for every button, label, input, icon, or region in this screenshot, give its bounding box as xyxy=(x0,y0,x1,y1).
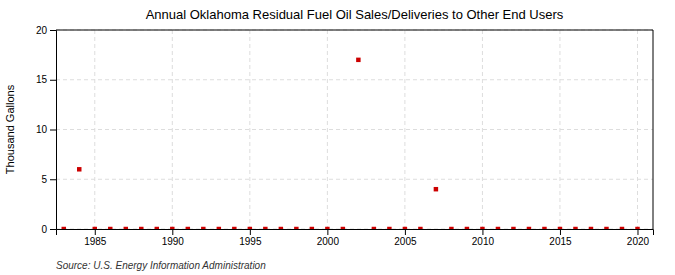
tick-mark xyxy=(560,229,561,235)
points xyxy=(62,58,640,229)
tick: 1985 xyxy=(84,229,107,247)
tick-mark xyxy=(172,229,173,235)
tick-mark xyxy=(50,229,56,230)
tick-label: 2020 xyxy=(627,236,650,247)
point xyxy=(542,227,546,229)
tick-label: 15 xyxy=(36,74,48,85)
grid-line-x xyxy=(249,30,250,229)
tick: 2015 xyxy=(549,229,572,247)
point xyxy=(356,58,360,62)
grid-line-y xyxy=(56,179,653,180)
point xyxy=(279,227,283,229)
tick-label: 5 xyxy=(41,174,47,185)
point xyxy=(480,227,484,229)
point xyxy=(527,227,531,229)
point xyxy=(387,227,391,229)
tick-mark xyxy=(50,130,56,131)
point xyxy=(620,227,624,229)
tick-label: 0 xyxy=(41,224,47,235)
tick-label: 2000 xyxy=(317,236,340,247)
tick-label: 1985 xyxy=(84,236,107,247)
point xyxy=(403,227,407,229)
axis-line xyxy=(57,230,654,236)
y-axis-title: Thousand Gallons xyxy=(4,84,16,174)
frame xyxy=(653,30,654,229)
tick: 2010 xyxy=(472,229,495,247)
tick: 0 xyxy=(41,224,56,235)
point xyxy=(248,227,252,229)
grid-line-y xyxy=(56,79,653,80)
point xyxy=(170,227,174,229)
axis-line xyxy=(50,31,57,230)
tick-label: 2015 xyxy=(549,236,572,247)
frame xyxy=(56,30,653,31)
tick-mark xyxy=(327,229,328,235)
point xyxy=(573,227,577,229)
point xyxy=(108,227,112,229)
point xyxy=(124,227,128,229)
tick-mark xyxy=(637,229,638,235)
tick-label: 2005 xyxy=(394,236,417,247)
grid-line-x xyxy=(482,30,483,229)
point xyxy=(325,227,329,229)
tick: 1990 xyxy=(162,229,185,247)
tick: 15 xyxy=(36,74,56,85)
chart: 1985 1990 1995 2000 2005 2010 2015 2020 0 5 10 15 20… xyxy=(0,0,675,275)
title: Annual Oklahoma Residual Fuel Oil Sales/… xyxy=(146,7,564,22)
point xyxy=(263,227,267,229)
tick-label: 10 xyxy=(36,124,48,135)
point xyxy=(604,227,608,229)
grid-line-y xyxy=(56,30,653,31)
tick: 20 xyxy=(36,25,56,36)
point xyxy=(418,227,422,229)
point xyxy=(496,227,500,229)
tick-label: 2010 xyxy=(472,236,495,247)
point xyxy=(635,227,639,229)
tick-mark xyxy=(482,229,483,235)
point xyxy=(558,227,562,229)
tick-mark xyxy=(50,179,56,180)
source: Source: U.S. Energy Information Administ… xyxy=(56,260,266,271)
tick-mark xyxy=(50,30,56,31)
tick: 2000 xyxy=(317,229,340,247)
tick: 10 xyxy=(36,124,56,135)
point xyxy=(217,227,221,229)
tick-mark xyxy=(50,80,56,81)
point xyxy=(449,227,453,229)
point xyxy=(201,227,205,229)
tick: 2020 xyxy=(627,229,650,247)
point xyxy=(62,227,66,229)
point xyxy=(155,227,159,229)
tick-mark xyxy=(405,229,406,235)
tick: 1995 xyxy=(239,229,262,247)
grid xyxy=(56,30,653,229)
grid-line-x xyxy=(404,30,405,229)
grid-line-x xyxy=(327,30,328,229)
point xyxy=(139,227,143,229)
point xyxy=(294,227,298,229)
tick-mark xyxy=(95,229,96,235)
tick-label: 1990 xyxy=(162,236,185,247)
point xyxy=(511,227,515,229)
point xyxy=(434,187,438,191)
point xyxy=(310,227,314,229)
y-axis: 0 5 10 15 20 xyxy=(36,25,57,235)
point xyxy=(341,227,345,229)
x-axis: 1985 1990 1995 2000 2005 2010 2015 2020 xyxy=(57,229,654,247)
tick: 2005 xyxy=(394,229,417,247)
point xyxy=(465,227,469,229)
plot: 1985 1990 1995 2000 2005 2010 2015 2020 0 5 10 15 20 xyxy=(36,25,654,247)
point xyxy=(232,227,236,229)
grid-line-y xyxy=(56,129,653,130)
tick: 5 xyxy=(41,174,56,185)
tick-label: 20 xyxy=(36,25,48,36)
point xyxy=(372,227,376,229)
point xyxy=(77,167,81,171)
tick-label: 1995 xyxy=(239,236,262,247)
point xyxy=(186,227,190,229)
point xyxy=(589,227,593,229)
tick-mark xyxy=(250,229,251,235)
point xyxy=(93,227,97,229)
